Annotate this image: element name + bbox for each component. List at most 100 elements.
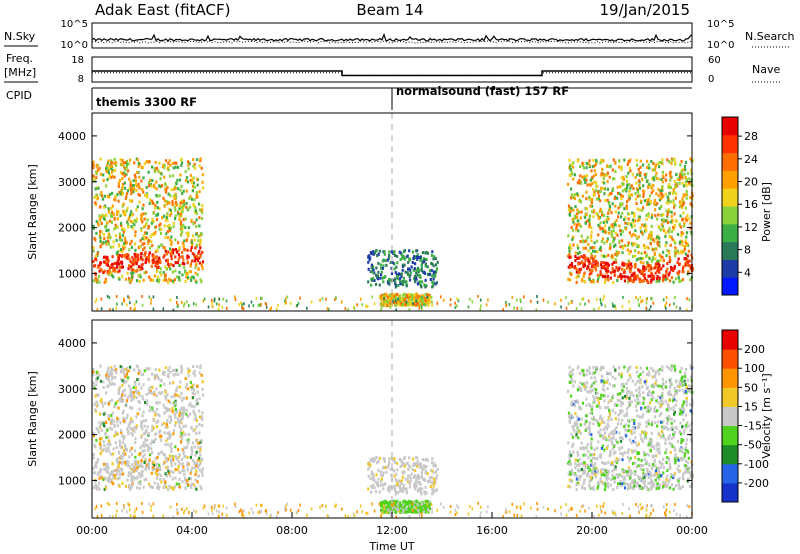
power-echo-pixel [136,205,139,209]
power-echo-pixel [668,227,671,231]
power-echo-pixel [572,161,575,165]
power-echo-pixel [675,173,678,177]
power-echo-pixel [664,192,667,196]
velocity-echo-pixel [645,405,648,409]
power-echo-pixel [193,238,196,242]
velocity-echo-pixel [588,370,591,374]
power-echo-pixel [181,230,184,234]
power-echo-pixel [618,165,621,169]
velocity-echo-pixel [187,433,190,437]
power-echo-pixel [123,228,126,232]
velocity-echo-pixel [195,487,198,491]
power-echo-pixel [677,251,680,255]
velocity-echo-pixel [619,481,622,485]
velocity-echo-pixel [141,465,144,469]
velocity-echo-pixel [121,393,124,397]
velocity-echo-pixel [189,412,192,416]
power-echo-pixel [104,279,108,283]
velocity-echo-pixel [115,368,118,372]
velocity-echo-pixel [133,426,137,430]
power-echo-pixel [388,282,391,286]
power-echo-pixel [94,201,97,205]
power-echo-pixel [147,253,151,256]
power-echo-pixel [661,193,664,197]
power-colorbar-frame [721,116,739,296]
power-echo-pixel [197,251,200,255]
power-echo-pixel [414,296,417,300]
power-echo-pixel [618,192,621,196]
power-echo-pixel [623,207,626,211]
power-echo-pixel [665,271,668,275]
velocity-echo-pixel [167,469,170,473]
power-echo-pixel [163,246,167,250]
power-echo-pixel [221,305,224,309]
power-echo-pixel [614,252,617,256]
power-echo-pixel [92,163,95,167]
velocity-echo-pixel [650,467,653,471]
velocity-echo-pixel [149,385,152,389]
velocity-echo-pixel [157,487,160,491]
velocity-echo-pixel [668,458,671,462]
velocity-echo-pixel [129,427,132,431]
power-echo-pixel [617,206,620,210]
velocity-echo-pixel [168,415,171,419]
power-echo-pixel [95,278,98,282]
power-echo-pixel [176,305,179,308]
power-echo-pixel [135,300,138,304]
velocity-echo-pixel [173,485,176,489]
velocity-echo-pixel [162,403,165,407]
velocity-echo-pixel [122,416,125,420]
power-echo-pixel [523,295,525,299]
velocity-echo-pixel [138,400,141,404]
power-echo-pixel [92,246,95,250]
velocity-echo-pixel [193,373,197,377]
velocity-echo-pixel [120,395,123,399]
velocity-echo-pixel [133,449,137,453]
power-echo-pixel [166,230,169,233]
velocity-echo-pixel [593,387,596,391]
power-echo-pixel [106,194,109,198]
power-echo-pixel [149,246,152,250]
power-echo-pixel [662,264,665,268]
power-echo-pixel [135,220,138,224]
power-echo-pixel [377,261,380,265]
power-echo-pixel [577,271,580,274]
power-echo-pixel [661,218,664,222]
power-echo-pixel [467,305,470,309]
power-echo-pixel [616,268,619,272]
velocity-echo-pixel [676,391,679,395]
power-echo-pixel [344,307,347,311]
velocity-echo-pixel [582,472,585,476]
power-echo-pixel [111,204,114,208]
velocity-echo-pixel [125,402,128,406]
velocity-echo-pixel [163,411,166,415]
power-echo-pixel [666,158,669,162]
power-echo-pixel [682,193,685,197]
power-echo-pixel [192,158,195,161]
power-echo-pixel [121,250,124,254]
power-echo-pixel [389,260,392,264]
power-echo-pixel [162,307,165,311]
power-echo-pixel [395,293,398,297]
velocity-echo-pixel [168,366,171,370]
power-echo-pixel [649,237,653,241]
velocity-echo-pixel [195,439,198,443]
velocity-echo-pixel [122,399,125,403]
power-echo-pixel [626,212,630,216]
power-echo-pixel [122,171,126,175]
velocity-echo-pixel [592,365,595,369]
cpid-strip: themis 3300 RF normalsound (fast) 157 RF [91,84,692,110]
power-echo-pixel [164,273,167,277]
power-echo-pixel [110,220,114,224]
power-echo-pixel [393,297,397,301]
power-echo-pixel [105,184,108,188]
power-echo-pixel [163,164,166,167]
power-echo-pixel [621,246,625,250]
velocity-echo-pixel [151,424,154,428]
power-echo-pixel [171,200,174,204]
power-echo-pixel [169,194,172,198]
power-echo-pixel [110,207,113,210]
velocity-echo-pixel [643,397,646,401]
velocity-echo-pixel [195,464,198,468]
velocity-echo-pixel [178,485,181,489]
